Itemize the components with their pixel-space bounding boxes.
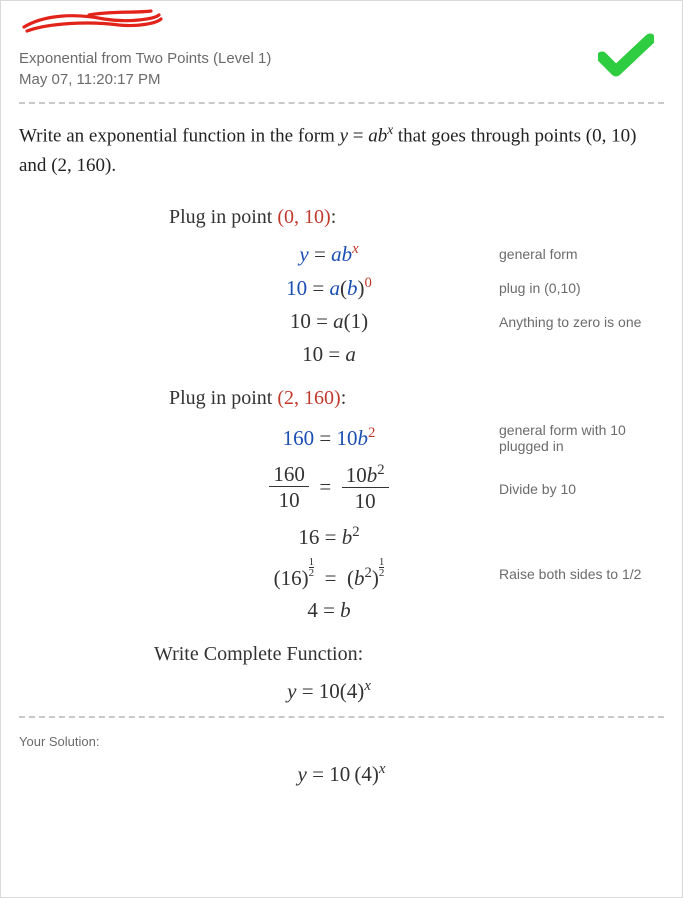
section1-pre: Plug in point [169, 206, 277, 228]
timestamp: May 07, 11:20:17 PM [19, 69, 664, 90]
equation: 160 = 10b2 [169, 425, 489, 451]
explanation: Divide by 10 [489, 481, 664, 497]
prompt-text: Write an exponential function in the for… [19, 125, 340, 146]
prompt-ab: ab [368, 125, 387, 146]
prompt-p1: (0, 10) [586, 125, 637, 146]
divider [19, 716, 664, 718]
prompt-y: y [340, 125, 348, 146]
worksheet-page: Exponential from Two Points (Level 1) Ma… [0, 0, 683, 898]
equation: 10 = a [169, 342, 489, 367]
equation: y = abx [169, 241, 489, 267]
redaction-scribble [19, 9, 664, 44]
explanation: general form with 10 plugged in [489, 422, 664, 454]
step-row: y = 10(4)x [19, 678, 664, 704]
step-row: 16 = b2 [19, 524, 664, 550]
step-row: y = abx general form [19, 241, 664, 267]
equation: 16010 = 10b210 [169, 462, 489, 515]
section3-title: Write Complete Function: [154, 643, 664, 666]
explanation: general form [489, 246, 664, 262]
equation: 4 = b [169, 598, 489, 623]
equation: 10 = a(1) [169, 309, 489, 334]
problem-title: Exponential from Two Points (Level 1) [19, 48, 664, 69]
section2-post: : [341, 387, 347, 409]
explanation: Raise both sides to 1/2 [489, 566, 664, 582]
section1-point: (0, 10) [277, 206, 330, 228]
step-row: 4 = b [19, 598, 664, 623]
final-equation: y = 10(4)x [169, 678, 489, 704]
section1-title: Plug in point (0, 10): [169, 206, 664, 229]
question-prompt: Write an exponential function in the for… [19, 120, 664, 180]
step-row: (16)12 = (b2)12 Raise both sides to 1/2 [19, 558, 664, 591]
correct-checkmark-icon [598, 33, 654, 82]
prompt-eq: = [348, 125, 368, 146]
prompt-and: and [19, 155, 51, 176]
explanation: Anything to zero is one [489, 314, 664, 330]
prompt-end: . [111, 155, 116, 176]
prompt-p2: (2, 160) [51, 155, 111, 176]
explanation: plug in (0,10) [489, 280, 664, 296]
equation: (16)12 = (b2)12 [169, 558, 489, 591]
step-row: 16010 = 10b210 Divide by 10 [19, 462, 664, 515]
step-row: 10 = a [19, 342, 664, 367]
section1-post: : [331, 206, 337, 228]
section2-title: Plug in point (2, 160): [169, 387, 664, 410]
prompt-mid: that goes through points [393, 125, 586, 146]
step-row: 10 = a(1) Anything to zero is one [19, 309, 664, 334]
divider [19, 102, 664, 104]
step-row: 10 = a(b)0 plug in (0,10) [19, 275, 664, 301]
equation: 16 = b2 [169, 524, 489, 550]
step-row: 160 = 10b2 general form with 10 plugged … [19, 422, 664, 454]
user-solution-equation: y = 10 (4)x [19, 761, 664, 787]
your-solution-label: Your Solution: [19, 734, 664, 749]
equation: 10 = a(b)0 [169, 275, 489, 301]
section2-pre: Plug in point [169, 387, 277, 409]
section2-point: (2, 160) [277, 387, 340, 409]
